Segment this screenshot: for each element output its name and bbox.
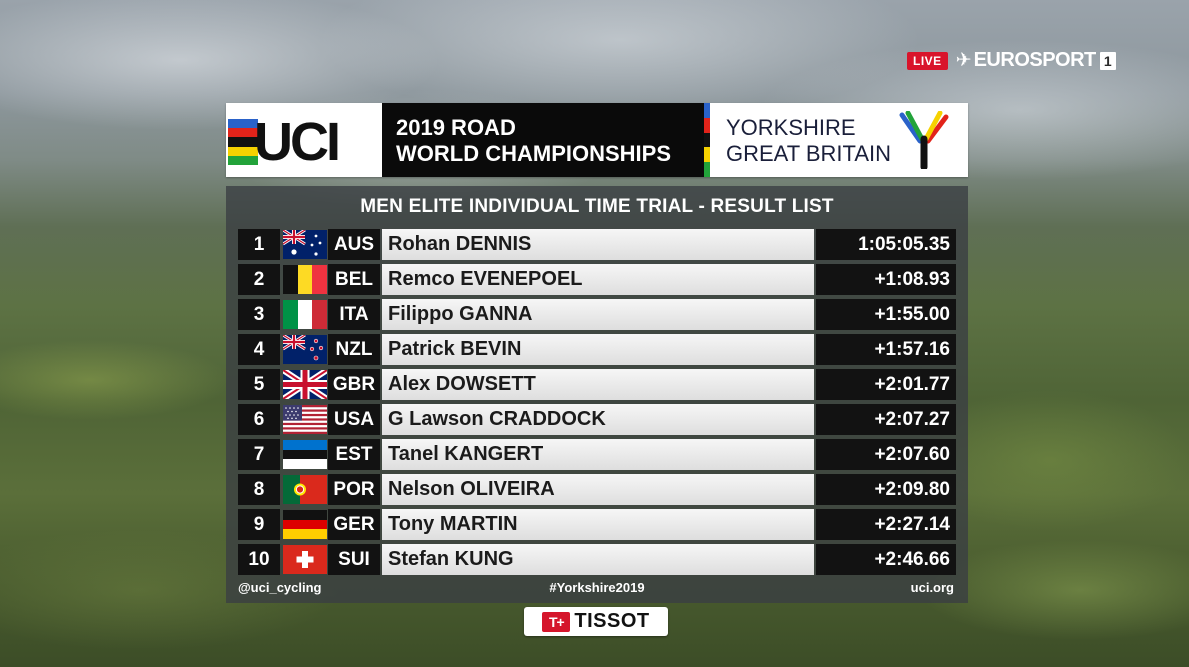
time-cell: +2:09.80	[816, 474, 956, 505]
nation-cell: USA	[328, 404, 380, 435]
est-flag-icon	[283, 440, 327, 469]
result-row: 7 EST Tanel KANGERT +2:07.60	[238, 439, 956, 470]
sui-flag-icon	[283, 545, 327, 574]
rider-name: Tanel KANGERT	[382, 439, 814, 470]
nation-cell: NZL	[328, 334, 380, 365]
rider-name: G Lawson CRADDOCK	[382, 404, 814, 435]
stripe-black	[228, 137, 258, 147]
time-cell: +2:07.60	[816, 439, 956, 470]
time-cell: +2:27.14	[816, 509, 956, 540]
host-line1: YORKSHIRE	[726, 115, 856, 140]
rider-name: Rohan DENNIS	[382, 229, 814, 260]
time-cell: +1:57.16	[816, 334, 956, 365]
website-link: uci.org	[910, 580, 954, 595]
nation-cell: GBR	[328, 369, 380, 400]
stripe-green	[228, 155, 258, 166]
yorkshire-y-logo-icon	[899, 111, 949, 169]
time-cell: +2:46.66	[816, 544, 956, 575]
rank-cell: 2	[238, 264, 280, 295]
eurosport-logo: EUROSPORT	[973, 49, 1097, 71]
usa-flag-icon	[283, 405, 327, 434]
result-row: 5 GBR Alex DOWSETT +2:01.77	[238, 369, 956, 400]
rider-name: Filippo GANNA	[382, 299, 814, 330]
result-row: 10 SUI Stefan KUNG +2:46.66	[238, 544, 956, 575]
aus-flag-icon	[283, 230, 327, 259]
nzl-flag-icon	[283, 335, 327, 364]
time-cell: 1:05:05.35	[816, 229, 956, 260]
nation-cell: BEL	[328, 264, 380, 295]
rainbow-divider	[704, 103, 710, 177]
rider-name: Stefan KUNG	[382, 544, 814, 575]
nation-cell: GER	[328, 509, 380, 540]
time-cell: +2:07.27	[816, 404, 956, 435]
result-row: 9 GER Tony MARTIN +2:27.14	[238, 509, 956, 540]
por-flag-icon	[283, 475, 327, 504]
rank-cell: 3	[238, 299, 280, 330]
ger-flag-icon	[283, 510, 327, 539]
tissot-name: TISSOT	[574, 610, 650, 632]
event-hashtag: #Yorkshire2019	[549, 580, 645, 595]
rank-cell: 4	[238, 334, 280, 365]
eurosport-channel-badge: 1	[1099, 51, 1116, 70]
tissot-mark-icon: T+	[542, 611, 571, 632]
results-panel: MEN ELITE INDIVIDUAL TIME TRIAL - RESULT…	[226, 186, 968, 603]
nation-cell: SUI	[328, 544, 380, 575]
result-row: 3 ITA Filippo GANNA +1:55.00	[238, 299, 956, 330]
nation-cell: AUS	[328, 229, 380, 260]
eurosport-mark-icon: ✈	[955, 50, 972, 71]
time-cell: +1:08.93	[816, 264, 956, 295]
championship-banner: UCI 2019 ROAD WORLD CHAMPIONSHIPS YORKSH…	[226, 103, 968, 177]
rider-name: Patrick BEVIN	[382, 334, 814, 365]
host-location: YORKSHIRE GREAT BRITAIN	[710, 103, 968, 177]
tissot-logo: T+ TISSOT	[524, 607, 668, 636]
gbr-flag-icon	[283, 370, 327, 399]
rider-name: Alex DOWSETT	[382, 369, 814, 400]
rank-cell: 6	[238, 404, 280, 435]
live-badge: LIVE	[907, 51, 948, 70]
result-row: 8 POR Nelson OLIVEIRA +2:09.80	[238, 474, 956, 505]
rank-cell: 10	[238, 544, 280, 575]
uci-logo: UCI	[226, 103, 382, 177]
stripe-red	[228, 128, 258, 138]
host-line2: GREAT BRITAIN	[726, 141, 892, 166]
bel-flag-icon	[283, 265, 327, 294]
rainbow-stripes	[228, 119, 258, 166]
nation-cell: POR	[328, 474, 380, 505]
rider-name: Nelson OLIVEIRA	[382, 474, 814, 505]
stripe-blue	[228, 119, 258, 129]
social-handle: @uci_cycling	[238, 580, 322, 595]
rank-cell: 8	[238, 474, 280, 505]
event-title-line1: 2019 ROAD	[396, 115, 516, 140]
result-row: 4 NZL Patrick BEVIN +1:57.16	[238, 334, 956, 365]
event-title: 2019 ROAD WORLD CHAMPIONSHIPS	[382, 103, 704, 177]
ita-flag-icon	[283, 300, 327, 329]
nation-cell: EST	[328, 439, 380, 470]
event-title-line2: WORLD CHAMPIONSHIPS	[396, 141, 671, 166]
uci-logo-text: UCI	[254, 112, 341, 172]
results-title: MEN ELITE INDIVIDUAL TIME TRIAL - RESULT…	[360, 196, 834, 217]
broadcaster-bug: LIVE ✈ EUROSPORT 1	[907, 49, 1116, 72]
nation-cell: ITA	[328, 299, 380, 330]
stripe-yellow	[228, 146, 258, 156]
time-cell: +1:55.00	[816, 299, 956, 330]
rank-cell: 9	[238, 509, 280, 540]
rank-cell: 7	[238, 439, 280, 470]
rank-cell: 5	[238, 369, 280, 400]
result-row: 2 BEL Remco EVENEPOEL +1:08.93	[238, 264, 956, 295]
rider-name: Remco EVENEPOEL	[382, 264, 814, 295]
rank-cell: 1	[238, 229, 280, 260]
rider-name: Tony MARTIN	[382, 509, 814, 540]
result-row: 6 USA G Lawson CRADDOCK +2:07.27	[238, 404, 956, 435]
time-cell: +2:01.77	[816, 369, 956, 400]
result-row: 1 AUS Rohan DENNIS 1:05:05.35	[238, 229, 956, 260]
